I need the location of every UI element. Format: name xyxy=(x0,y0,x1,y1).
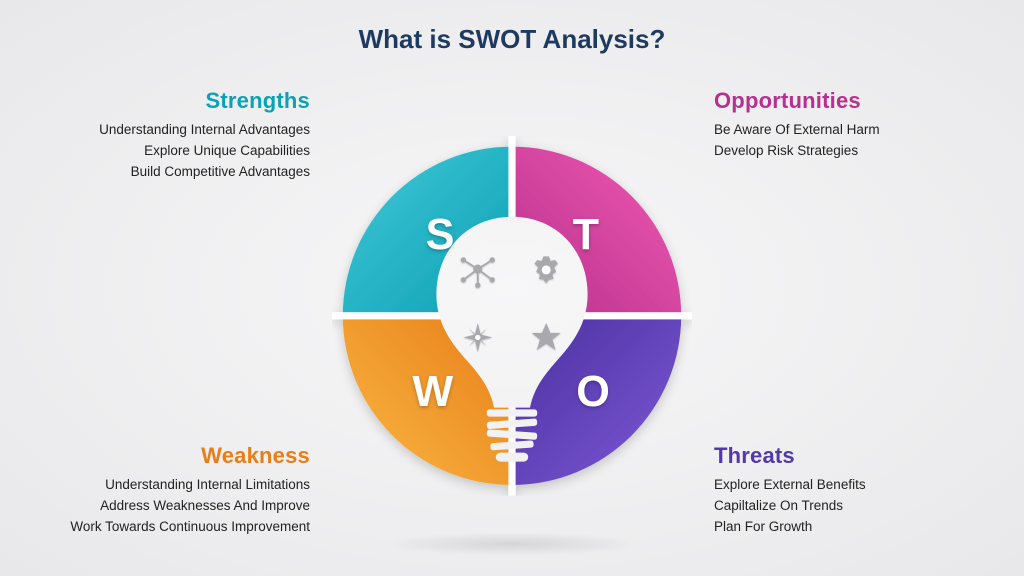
panel-strengths-lines: Understanding Internal Advantages Explor… xyxy=(40,120,310,183)
swot-svg: S T W O xyxy=(332,136,692,496)
panel-line: Build Competitive Advantages xyxy=(40,162,310,183)
panel-threats-title: Threats xyxy=(714,443,984,469)
panel-weakness: Weakness Understanding Internal Limitati… xyxy=(40,443,310,538)
panel-opportunities-title: Opportunities xyxy=(714,88,984,114)
panel-line: Capiltalize On Trends xyxy=(714,496,984,517)
letter-t: T xyxy=(573,211,599,259)
panel-threats-lines: Explore External Benefits Capiltalize On… xyxy=(714,475,984,538)
swot-donut: S T W O xyxy=(332,136,692,496)
panel-weakness-title: Weakness xyxy=(40,443,310,469)
letter-o: O xyxy=(576,368,610,416)
panel-line: Explore External Benefits xyxy=(714,475,984,496)
panel-threats: Threats Explore External Benefits Capilt… xyxy=(714,443,984,538)
letter-w: W xyxy=(412,368,453,416)
letter-s: S xyxy=(426,211,455,259)
panel-line: Address Weaknesses And Improve xyxy=(40,496,310,517)
panel-opportunities: Opportunities Be Aware Of External Harm … xyxy=(714,88,984,162)
panel-strengths-title: Strengths xyxy=(40,88,310,114)
panel-weakness-lines: Understanding Internal Limitations Addre… xyxy=(40,475,310,538)
page-title: What is SWOT Analysis? xyxy=(0,24,1024,55)
panel-strengths: Strengths Understanding Internal Advanta… xyxy=(40,88,310,183)
donut-segments xyxy=(332,136,692,496)
panel-line: Plan For Growth xyxy=(714,517,984,538)
panel-line: Be Aware Of External Harm xyxy=(714,120,984,141)
diagram-stage: S T W O xyxy=(0,70,1024,576)
panel-line: Understanding Internal Limitations xyxy=(40,475,310,496)
panel-line: Understanding Internal Advantages xyxy=(40,120,310,141)
panel-line: Develop Risk Strategies xyxy=(714,141,984,162)
panel-line: Work Towards Continuous Improvement xyxy=(40,517,310,538)
panel-opportunities-lines: Be Aware Of External Harm Develop Risk S… xyxy=(714,120,984,162)
panel-line: Explore Unique Capabilities xyxy=(40,141,310,162)
floor-shadow xyxy=(382,532,642,556)
